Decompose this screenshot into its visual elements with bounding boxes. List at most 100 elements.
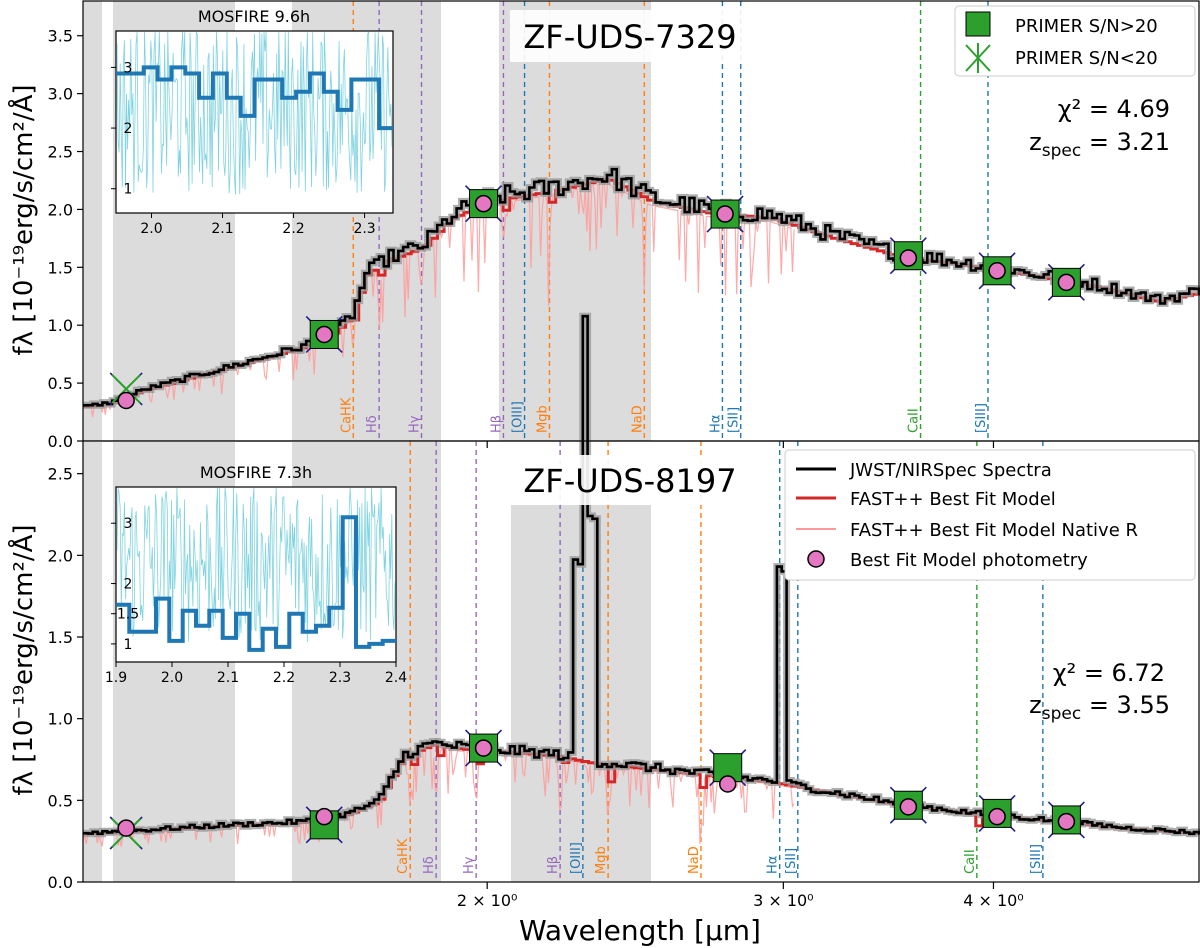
inset-x-tick-label: 2.1 [217, 670, 239, 686]
inset-y-tick-label: 1.5 [117, 607, 139, 623]
inset-x-tick-label: 2.0 [140, 221, 162, 237]
x-tick-label: 4 × 10⁰ [963, 891, 1024, 910]
bottom-inset-plot: 1.9 2.0 2.1 2.2 2.3 2.4 1 1.5 2 3 [105, 487, 407, 686]
spectral-line-label: Hγ [462, 856, 477, 874]
bottom-inset-title: MOSFIRE 7.3h [200, 463, 312, 482]
bottom-zspec: zspec = 3.55 [1029, 691, 1170, 724]
inset-x-tick-label: 2.3 [353, 221, 375, 237]
legend-primer-high-marker [965, 11, 991, 37]
model-photometry-point [1057, 273, 1076, 292]
y-tick-label: 2.5 [48, 143, 73, 162]
spectral-line-label: Hγ [408, 415, 423, 433]
top-series [82, 165, 1200, 418]
spectral-line-label: [SIII] [1029, 844, 1044, 874]
legend-model-native-label: FAST++ Best Fit Model Native R [850, 520, 1138, 541]
model-photometry-point [315, 807, 333, 826]
model-photometry-point [899, 798, 918, 816]
inset-x-tick-label: 2.3 [329, 670, 351, 686]
y-tick-label: 0.0 [48, 432, 73, 451]
spectral-line-label: [SII] [727, 407, 742, 433]
y-tick-label: 0.5 [48, 374, 73, 393]
spectral-line-label: NaD [687, 846, 702, 874]
bottom-series [82, 312, 1200, 847]
bottom-chi2: χ² = 6.72 [1053, 659, 1165, 687]
model-photometry-point [474, 194, 493, 213]
spectral-line-label: [OIII] [569, 842, 584, 874]
top-inset-plot: 2.0 2.1 2.2 2.3 1 2 3 [111, 31, 393, 237]
model-photometry-point [117, 819, 135, 837]
spectral-line-label: [OIII] [511, 401, 526, 433]
spectrum-series [83, 314, 1200, 836]
bottom-photometry [109, 729, 1085, 850]
spectral-line-label: Hα [708, 415, 723, 433]
panel-top: 0.0 0.5 1.0 1.5 2.0 2.5 3.0 3.5 CaHK Hδ Hγ Hβ [OIII… [48, 0, 1200, 451]
spectral-line-label: [SII] [784, 848, 799, 874]
spectral-line-label: [SIII] [974, 403, 989, 433]
bottom-legend-box [784, 449, 1196, 581]
top-inset: 2.0 2.1 2.2 2.3 1 2 3 MOSFIRE 9.6h [111, 7, 394, 237]
shaded-region [83, 1, 102, 441]
y-tick-label: 2.0 [48, 546, 73, 565]
top-zspec: zspec = 3.21 [1029, 128, 1170, 161]
spectral-line-label: Hβ [546, 856, 561, 874]
y-tick-label: 3.5 [48, 27, 73, 46]
spectral-line-label: Hδ [422, 856, 437, 874]
bottom-y-ticks: 0.0 0.5 1.0 1.5 2.0 2.5 [48, 465, 83, 892]
legend-primer-low-marker [965, 43, 991, 73]
inset-x-tick-label: 2.4 [385, 670, 407, 686]
shaded-region [499, 1, 651, 441]
x-tick-label: 3 × 10⁰ [753, 891, 814, 910]
bottom-title: ZF-UDS-8197 [523, 462, 736, 500]
model-photometry-point [474, 739, 493, 757]
top-photometry [109, 185, 1085, 410]
spectral-line-label: Hδ [365, 415, 380, 433]
inset-binned-spectrum [116, 65, 393, 131]
spectral-line-label: Hα [766, 856, 781, 874]
y-tick-label: 2.5 [48, 465, 73, 484]
spectral-line-label: CaHK [339, 397, 354, 433]
inset-x-tick-label: 2.1 [211, 221, 233, 237]
y-tick-label: 1.0 [48, 316, 73, 335]
inset-x-tick-label: 2.2 [282, 221, 304, 237]
inset-y-tick-label: 1 [124, 182, 133, 198]
legend-model-label: FAST++ Best Fit Model [850, 489, 1056, 510]
spectral-line-label: CaII [963, 849, 978, 874]
spectrum-series [83, 167, 1200, 407]
primer-high-sn-marker [982, 256, 1012, 286]
top-title-box [510, 10, 750, 62]
inset-y-tick-label: 1 [124, 637, 133, 653]
top-y-ticks: 0.0 0.5 1.0 1.5 2.0 2.5 3.0 3.5 [48, 27, 83, 451]
primer-low-sn-marker [111, 374, 141, 404]
y-tick-label: 2.0 [48, 200, 73, 219]
top-inset-title: MOSFIRE 9.6h [198, 7, 310, 26]
inset-raw-spectrum [116, 487, 396, 645]
y-tick-label: 3.0 [48, 85, 73, 104]
inset-x-tick-label: 2.2 [273, 670, 295, 686]
legend-photometry-marker [807, 550, 825, 568]
bottom-y-axis-label: fλ [10⁻¹⁹erg/s/cm²/Å] [7, 524, 39, 795]
legend-spectrum-label: JWST/NIRSpec Spectra [849, 460, 1052, 481]
inset-x-tick-label: 2.0 [161, 670, 183, 686]
top-y-axis-label: fλ [10⁻¹⁹erg/s/cm²/Å] [7, 84, 39, 355]
top-line-labels: CaHK Hδ Hγ Hβ [OIII] Mgb NaD Hα [SII] CaII [SIII] [339, 397, 989, 433]
legend-photometry-label: Best Fit Model photometry [850, 550, 1088, 571]
bottom-axes-frame [82, 440, 1200, 883]
spectral-line-label: CaII [907, 408, 922, 433]
x-axis-label: Wavelength [µm] [519, 914, 761, 947]
spectral-line-label: Hβ [489, 415, 504, 433]
spectral-line-label: Mgb [594, 846, 609, 874]
model-photometry-point [718, 775, 737, 793]
model-photometry-point [899, 249, 918, 267]
inset-y-tick-label: 2 [124, 121, 133, 137]
y-tick-label: 1.0 [48, 710, 73, 729]
inset-y-tick-label: 3 [124, 516, 133, 532]
top-legend-box [954, 5, 1196, 77]
top-x-ticks [486, 441, 995, 448]
shaded-region [511, 505, 651, 882]
spectral-line-label: Mgb [535, 405, 550, 433]
top-chi2: χ² = 4.69 [1058, 95, 1170, 123]
bottom-line-labels: CaHK Hδ Hγ Hβ [OIII] Mgb NaD Hα [SII] CaII [SIII] [396, 838, 1044, 874]
legend-primer-high-label: PRIMER S/N>20 [1015, 16, 1158, 37]
spectral-line-label: NaD [630, 405, 645, 433]
